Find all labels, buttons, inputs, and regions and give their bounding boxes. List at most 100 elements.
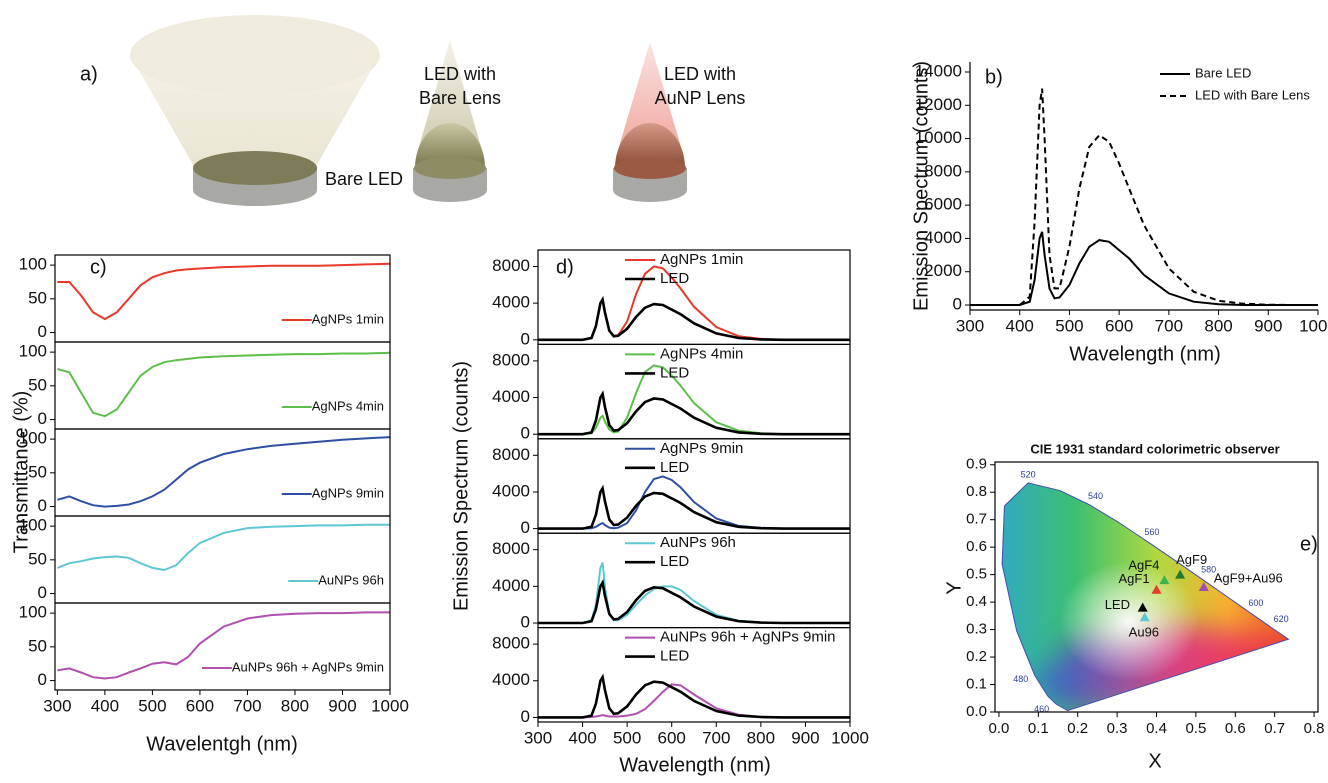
chart-title: CIE 1931 standard colorimetric observer bbox=[1030, 441, 1279, 456]
x-tick-label: 900 bbox=[328, 696, 356, 715]
chart: 0501003004005006007008009001000Wavelentg… bbox=[19, 603, 409, 756]
x-tick-label: 0.3 bbox=[1107, 720, 1128, 737]
y-tick-label: 0.7 bbox=[966, 511, 987, 528]
point-label: AgF1 bbox=[1119, 571, 1150, 586]
legend-label: AgNPs 9min bbox=[660, 440, 743, 457]
y-axis-label: Y bbox=[943, 581, 965, 594]
y-tick-label: 0 bbox=[38, 496, 47, 515]
legend-label: AgNPs 4min bbox=[312, 398, 384, 413]
point-label: AgF9+Au96 bbox=[1214, 570, 1283, 585]
y-tick-label: 0.1 bbox=[966, 675, 987, 692]
y-tick-label: 0 bbox=[38, 583, 47, 602]
y-tick-label: 0 bbox=[38, 670, 47, 689]
x-tick-label: 900 bbox=[1254, 316, 1282, 335]
series-line bbox=[538, 563, 850, 624]
x-tick-label: 400 bbox=[91, 696, 119, 715]
legend-label: LED bbox=[660, 459, 689, 476]
legend-label: LED bbox=[660, 364, 689, 381]
series-line bbox=[970, 232, 1318, 305]
legend-label: LED bbox=[660, 553, 689, 570]
diagram-label: LED with bbox=[664, 64, 736, 84]
x-tick-label: 0.8 bbox=[1304, 720, 1325, 737]
y-tick-label: 8000 bbox=[492, 539, 530, 558]
y-tick-label: 100 bbox=[19, 255, 47, 274]
plot-frame bbox=[55, 429, 390, 516]
diagram-label: Bare Lens bbox=[419, 88, 501, 108]
y-tick-label: 0 bbox=[521, 518, 530, 537]
y-tick-label: 4000 bbox=[492, 481, 530, 500]
x-axis-label: Wavelength (nm) bbox=[1069, 343, 1221, 365]
point-label: AgF9 bbox=[1176, 552, 1207, 567]
y-axis-label: Emission Spectrum (counts) bbox=[450, 361, 472, 611]
series-line bbox=[538, 677, 850, 717]
panel-label: b) bbox=[985, 66, 1003, 88]
panel-label: d) bbox=[556, 256, 574, 278]
y-tick-label: 4000 bbox=[492, 293, 530, 312]
chart: 0 4000 8000 AgNPs 4min LED bbox=[492, 344, 850, 442]
y-tick-label: 100 bbox=[19, 516, 47, 535]
figure: a)Bare LEDLED withBare LensLED withAuNP … bbox=[0, 0, 1328, 778]
y-tick-label: 100 bbox=[19, 603, 47, 622]
legend-label: LED bbox=[660, 648, 689, 665]
y-axis-label: Emission Spectrum (counts) bbox=[910, 61, 932, 311]
x-axis-label: Wavelength (nm) bbox=[619, 754, 771, 776]
y-tick-label: 0 bbox=[38, 322, 47, 341]
legend-label: AgNPs 4min bbox=[660, 345, 743, 362]
series-line bbox=[538, 267, 850, 340]
y-tick-label: 8000 bbox=[492, 350, 530, 369]
x-tick-label: 0.2 bbox=[1067, 720, 1088, 737]
x-tick-label: 300 bbox=[43, 696, 71, 715]
x-tick-label: 600 bbox=[186, 696, 214, 715]
y-tick-label: 0.3 bbox=[966, 621, 987, 638]
y-tick-label: 0 bbox=[521, 424, 530, 443]
y-tick-label: 50 bbox=[28, 288, 47, 307]
x-tick-label: 0.4 bbox=[1146, 720, 1167, 737]
y-tick-label: 0.8 bbox=[966, 483, 987, 500]
x-tick-label: 400 bbox=[1006, 316, 1034, 335]
x-tick-label: 400 bbox=[568, 728, 596, 747]
x-tick-label: 600 bbox=[658, 728, 686, 747]
y-tick-label: 8000 bbox=[492, 634, 530, 653]
y-tick-label: 4000 bbox=[492, 387, 530, 406]
legend-label: AuNPs 96h bbox=[318, 572, 384, 587]
y-tick-label: 0.2 bbox=[966, 648, 987, 665]
plot-frame bbox=[55, 603, 390, 690]
x-tick-label: 0.6 bbox=[1225, 720, 1246, 737]
chart: 0 50 100 c) AgNPs 1min bbox=[19, 255, 390, 342]
point-label: Au96 bbox=[1129, 625, 1159, 640]
legend-label: Bare LED bbox=[1195, 65, 1251, 80]
legend-label: AgNPs 1min bbox=[312, 311, 384, 326]
series-line bbox=[538, 394, 850, 434]
y-tick-label: 0 bbox=[521, 707, 530, 726]
legend-label: LED bbox=[660, 270, 689, 287]
panel-label: a) bbox=[80, 63, 98, 85]
point-label: AgF4 bbox=[1128, 558, 1159, 573]
panel-a-art bbox=[130, 15, 687, 206]
x-tick-label: 800 bbox=[747, 728, 775, 747]
legend-label: AgNPs 1min bbox=[660, 251, 743, 268]
y-tick-label: 4000 bbox=[492, 576, 530, 595]
y-tick-label: 8000 bbox=[492, 256, 530, 275]
panel-label: c) bbox=[90, 256, 107, 278]
series-line bbox=[538, 476, 850, 528]
y-tick-label: 0.0 bbox=[966, 703, 987, 720]
locus-label: 540 bbox=[1088, 491, 1103, 501]
series-line bbox=[57, 525, 390, 570]
series-line bbox=[538, 366, 850, 435]
x-tick-label: 700 bbox=[702, 728, 730, 747]
x-tick-label: 0.0 bbox=[989, 720, 1010, 737]
x-tick-label: 900 bbox=[791, 728, 819, 747]
x-tick-label: 800 bbox=[281, 696, 309, 715]
y-tick-label: 100 bbox=[19, 342, 47, 361]
point-label: LED bbox=[1105, 597, 1130, 612]
x-tick-label: 1000 bbox=[831, 728, 869, 747]
x-tick-label: 500 bbox=[138, 696, 166, 715]
diagram-label: AuNP Lens bbox=[655, 88, 746, 108]
x-tick-label: 0.1 bbox=[1028, 720, 1049, 737]
